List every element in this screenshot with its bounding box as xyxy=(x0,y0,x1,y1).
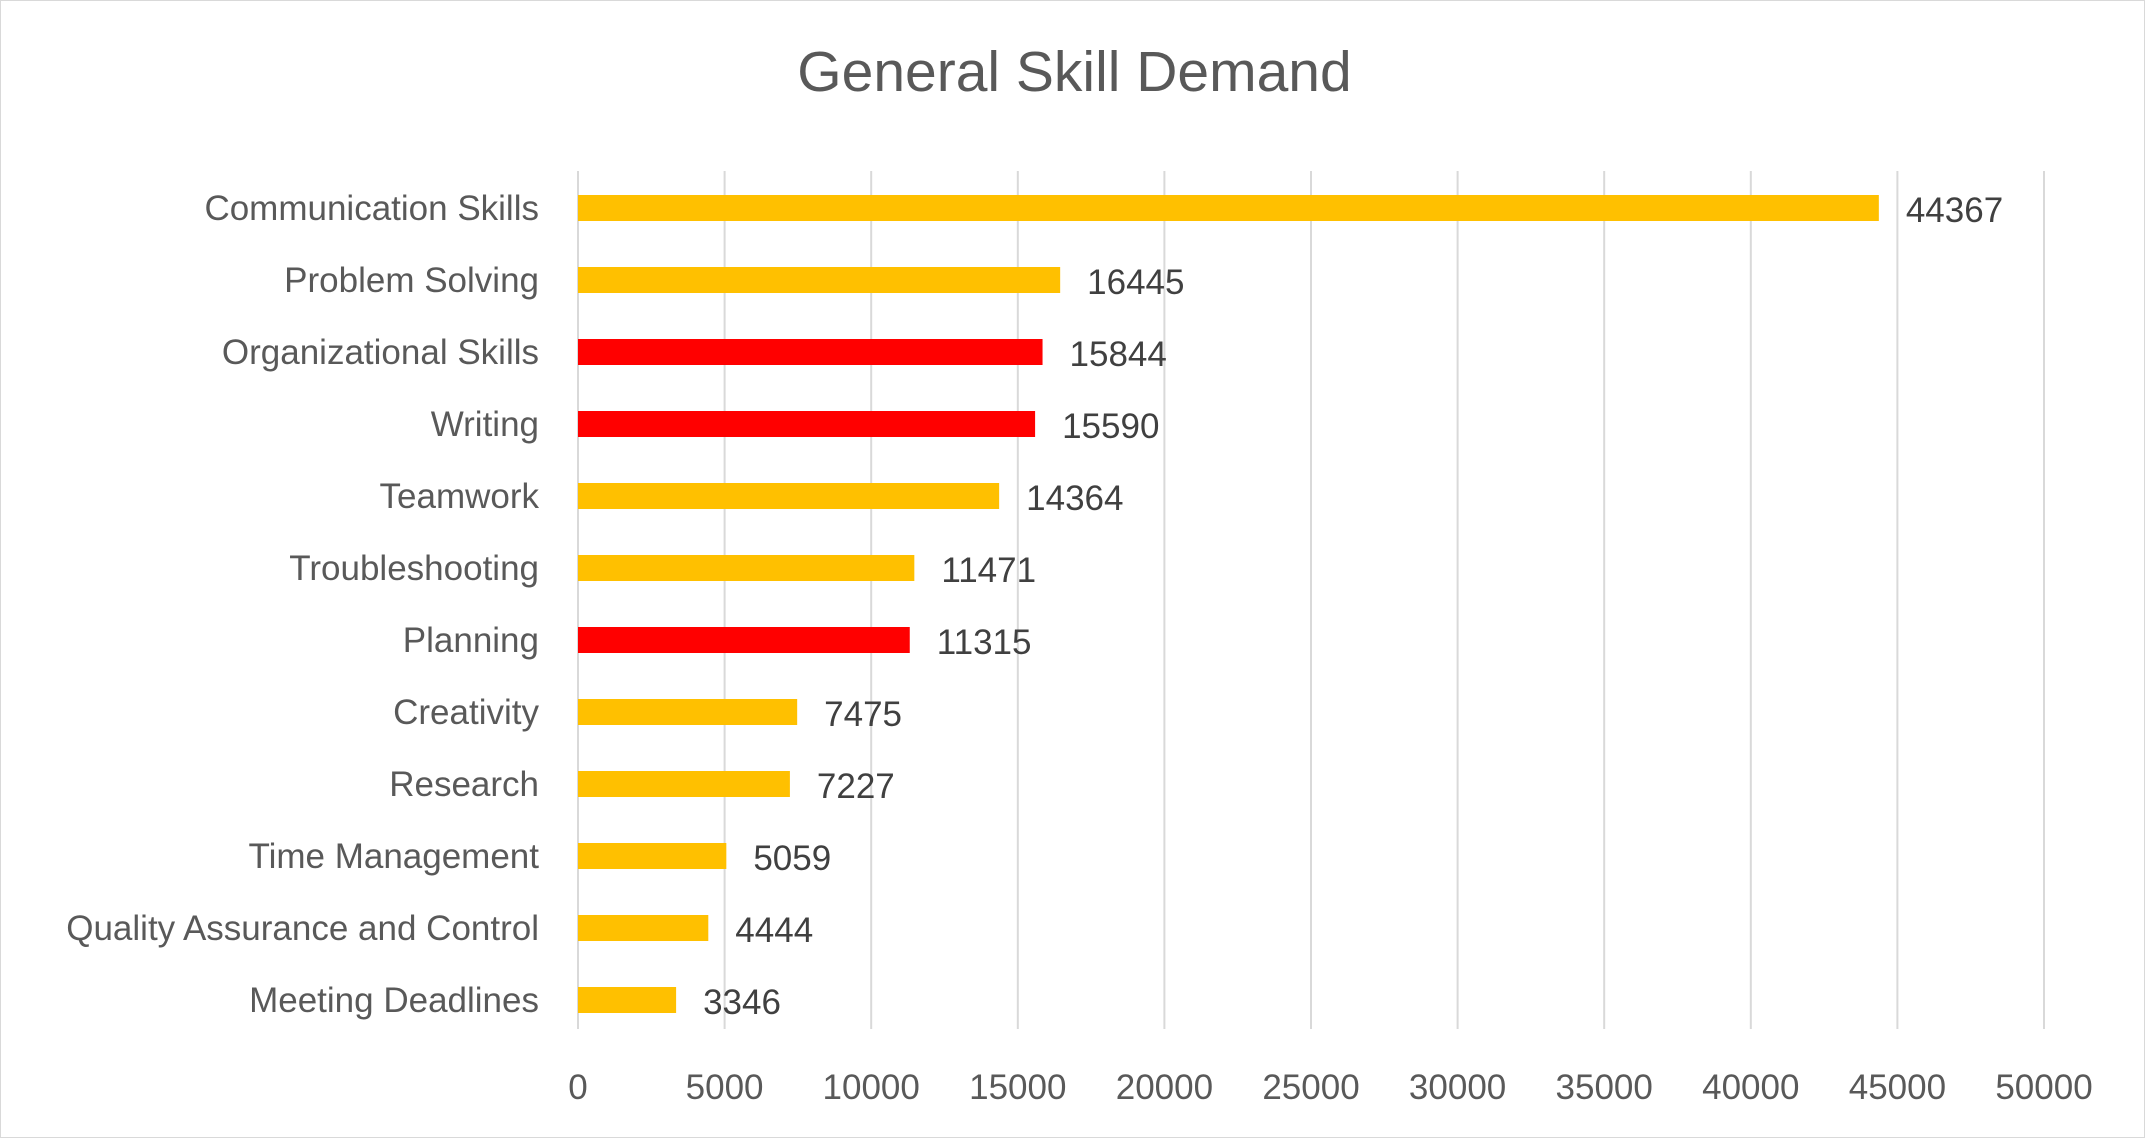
category-label-11: Meeting Deadlines xyxy=(249,981,539,1020)
x-tick-label-2: 10000 xyxy=(823,1068,920,1107)
data-label-8: 7227 xyxy=(817,767,895,806)
category-label-2: Organizational Skills xyxy=(222,333,539,372)
category-label-7: Creativity xyxy=(393,693,539,732)
data-label-9: 5059 xyxy=(753,839,831,878)
bar-9 xyxy=(578,843,727,869)
data-label-7: 7475 xyxy=(824,695,902,734)
data-label-5: 11471 xyxy=(941,551,1036,590)
x-tick-label-1: 5000 xyxy=(686,1068,764,1107)
category-label-1: Problem Solving xyxy=(284,261,539,300)
bar-0 xyxy=(578,195,1879,221)
bar-6 xyxy=(578,627,910,653)
data-label-10: 4444 xyxy=(735,911,813,950)
category-label-9: Time Management xyxy=(249,837,540,876)
category-label-10: Quality Assurance and Control xyxy=(66,909,539,948)
category-label-0: Communication Skills xyxy=(204,189,539,228)
category-label-3: Writing xyxy=(431,405,539,444)
bar-10 xyxy=(578,915,709,941)
x-tick-label-10: 50000 xyxy=(1995,1068,2092,1107)
bar-8 xyxy=(578,771,790,797)
data-label-0: 44367 xyxy=(1906,191,2003,230)
x-tick-label-7: 35000 xyxy=(1556,1068,1653,1107)
bar-1 xyxy=(578,267,1061,293)
bar-11 xyxy=(578,987,677,1013)
category-label-6: Planning xyxy=(403,621,539,660)
bar-2 xyxy=(578,339,1043,365)
bar-4 xyxy=(578,483,1000,509)
chart-title: General Skill Demand xyxy=(797,40,1352,104)
category-label-8: Research xyxy=(389,765,539,804)
category-label-4: Teamwork xyxy=(380,477,540,516)
data-label-11: 3346 xyxy=(703,983,781,1022)
x-tick-label-0: 0 xyxy=(568,1068,587,1107)
x-tick-label-9: 45000 xyxy=(1849,1068,1946,1107)
data-label-3: 15590 xyxy=(1062,407,1159,446)
bar-3 xyxy=(578,411,1036,437)
x-tick-label-5: 25000 xyxy=(1262,1068,1359,1107)
bar-7 xyxy=(578,699,798,725)
data-label-4: 14364 xyxy=(1026,479,1123,518)
x-tick-label-4: 20000 xyxy=(1116,1068,1213,1107)
data-label-6: 11315 xyxy=(937,623,1032,662)
data-label-1: 16445 xyxy=(1087,263,1184,302)
x-tick-label-8: 40000 xyxy=(1702,1068,1799,1107)
x-tick-label-3: 15000 xyxy=(969,1068,1066,1107)
data-label-2: 15844 xyxy=(1070,335,1167,374)
category-label-5: Troubleshooting xyxy=(289,549,539,588)
x-tick-label-6: 30000 xyxy=(1409,1068,1506,1107)
bar-5 xyxy=(578,555,915,581)
